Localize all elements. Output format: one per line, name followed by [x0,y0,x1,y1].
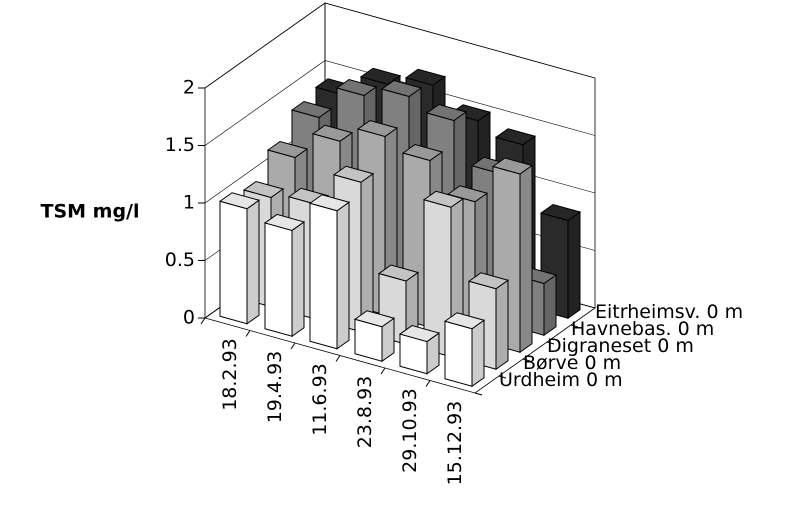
x-tick-label: 11.6.93 [309,363,331,436]
x-tick-label: 15.12.93 [444,401,466,486]
bar-top [425,103,468,122]
z-tick [546,341,555,345]
bar [443,312,486,388]
bar [491,157,534,354]
series-label: Urdheim 0 m [499,369,623,391]
bar-top [218,192,261,210]
x-tick-label: 18.2.93 [219,338,241,411]
bar-top [359,67,402,85]
bar-top [332,165,375,183]
z-tick [522,358,531,362]
bar-top [401,143,444,162]
bar-top [377,264,420,282]
bar [398,325,441,375]
bar-top [290,100,333,119]
bar-top [449,104,492,122]
bar-side [543,274,557,337]
bar-top [242,180,285,199]
x-tick [380,367,386,375]
y-tick-label: 2 [183,77,195,99]
bar-top [311,124,354,142]
bar-top [335,78,378,97]
z-tick [474,392,483,396]
grid-line [204,2,596,89]
bar-top [263,213,306,231]
x-tick [245,330,251,337]
bar-top [446,185,489,203]
bar [353,310,396,363]
bar-side [567,211,581,320]
bar [218,192,261,325]
bar-top [356,119,399,138]
bar-side [336,201,350,350]
bar-side [495,279,509,371]
bar-top [308,194,351,212]
x-tick [290,342,296,350]
bar-top [353,310,396,328]
y-tick-label: 1.5 [165,134,195,156]
bar-top [539,203,582,222]
bar-top [266,140,309,159]
bar-front [444,320,473,387]
bar-top [422,190,465,208]
bar-front [219,200,248,325]
bar-top [398,325,441,343]
x-tick-label: 23.8.93 [354,376,376,449]
series-label: Børve 0 m [523,352,621,374]
bar-side [471,319,485,388]
grid-line [204,60,596,146]
bar-side [246,199,260,325]
series-label: Eitrheimsv. 0 m [595,301,743,323]
bar-top [467,272,510,290]
series-label: Digraneset 0 m [547,335,694,357]
bar-top [491,157,534,175]
bar-front [309,202,338,350]
bar-top [380,79,423,98]
bar-top [404,68,447,86]
z-tick [570,324,579,328]
y-tick-label: 0.5 [165,249,195,271]
x-tick-label: 19.4.93 [264,351,286,424]
bar-front [264,222,293,337]
x-tick [200,317,206,325]
y-tick-label: 0 [183,307,195,329]
x-tick [425,380,431,387]
x-tick [335,355,341,362]
bar-side [519,164,533,354]
x-tick-label: 29.10.93 [399,388,421,473]
bar [308,194,351,350]
series-label: Havnebas. 0 m [571,318,714,340]
y-axis-label: TSM mg/l [40,201,139,223]
bar-top [494,128,537,146]
bar-top [443,312,486,330]
bar-side [291,220,305,338]
z-tick [498,375,507,379]
bar [263,213,306,338]
bar-side [360,172,374,333]
y-tick-label: 1 [183,192,195,214]
